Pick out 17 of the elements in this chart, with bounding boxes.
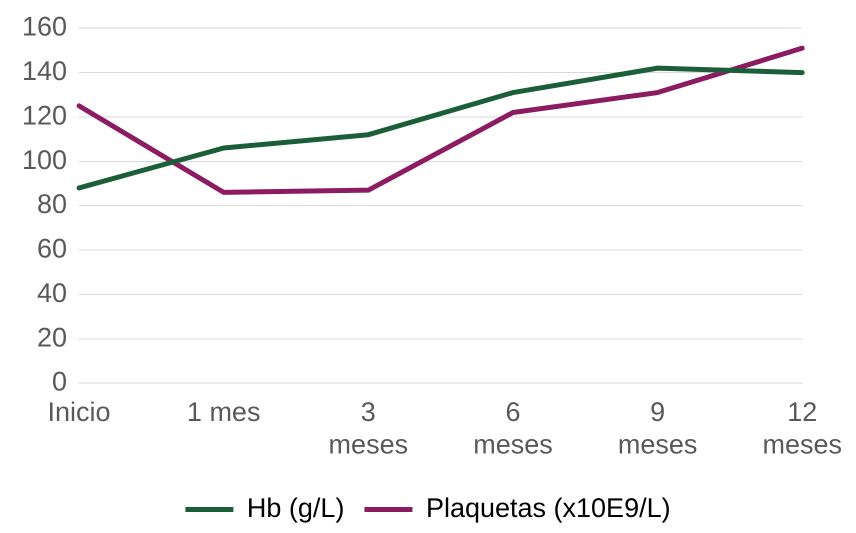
x-tick-label: 1 mes [186,396,260,427]
y-tick-label: 80 [37,189,68,220]
y-tick-label: 40 [37,278,68,308]
y-tick-label: 100 [22,144,68,175]
x-tick-label: 6 meses [473,396,553,460]
y-tick-label: 60 [37,234,68,264]
legend-label: Hb (g/L) [246,492,344,523]
y-tick-label: 20 [37,322,68,352]
y-tick-label: 0 [52,366,68,397]
x-tick-label: 3 meses [328,396,408,460]
y-tick-label: 140 [22,56,68,86]
legend-label: Plaquetas (x10E9/L) [426,492,671,523]
y-tick-label: 120 [22,100,68,130]
x-tick-label: 12 meses [762,396,842,460]
y-tick-label: 160 [22,12,68,42]
x-tick-label: 9 meses [618,396,698,460]
x-tick-label: Inicio [48,396,111,427]
